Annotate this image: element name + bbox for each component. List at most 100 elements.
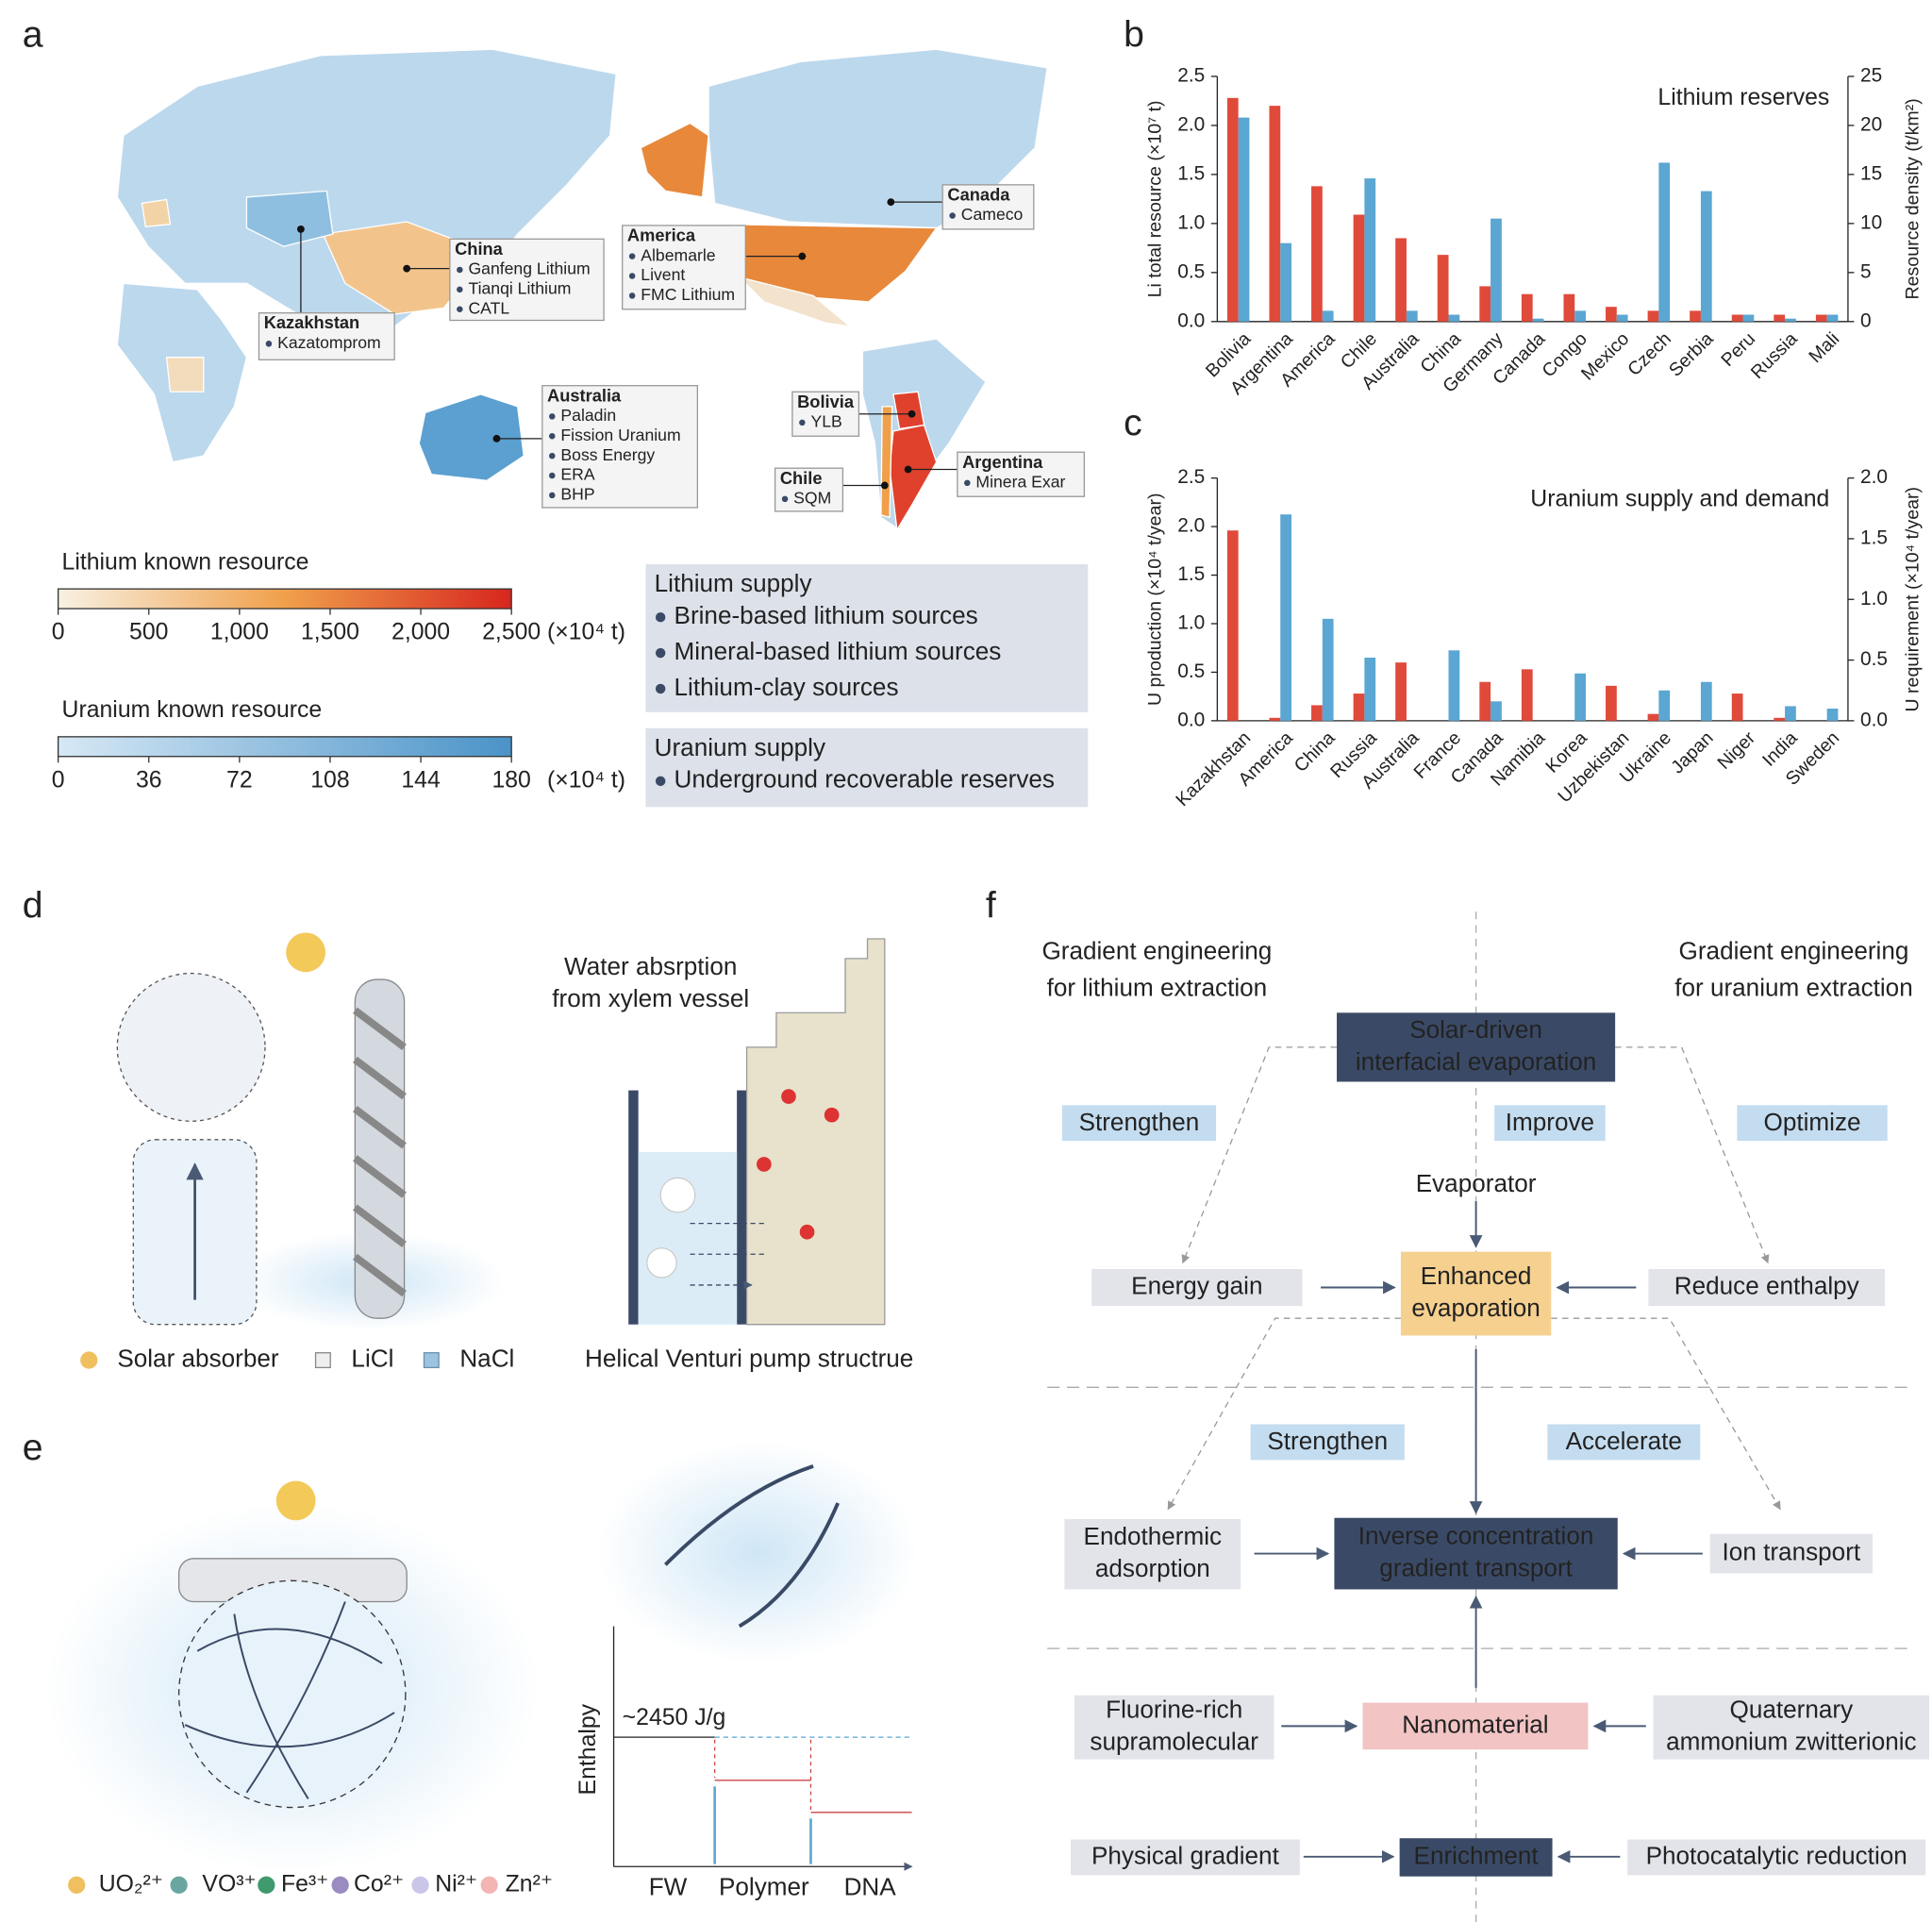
callout-dot xyxy=(880,481,889,490)
illustration-e xyxy=(177,1579,407,1809)
illustration-e xyxy=(258,1876,275,1894)
bar xyxy=(1479,681,1491,721)
bullet xyxy=(628,253,636,259)
callout-country: Canada xyxy=(947,184,1010,204)
supply-box xyxy=(645,727,1089,808)
node-label: Physical gradient xyxy=(1091,1841,1280,1869)
scale-tick-label: 0 xyxy=(52,620,65,645)
bullet xyxy=(548,492,556,499)
callout-dot xyxy=(798,252,807,260)
bar xyxy=(1269,106,1281,322)
bar xyxy=(1826,314,1839,322)
y-tick-label: 1.5 xyxy=(1177,162,1205,184)
bar xyxy=(1700,191,1712,322)
bar xyxy=(1479,286,1491,322)
x-tick-label: Mexico xyxy=(1577,328,1633,384)
illustration-e xyxy=(331,1876,349,1894)
y-tick-label: 2.5 xyxy=(1177,64,1205,86)
flow-node xyxy=(1334,1517,1618,1590)
callout-item: Paladin xyxy=(560,406,616,425)
illustration-d xyxy=(80,932,886,1369)
illustration-e xyxy=(68,1876,86,1894)
flow-node xyxy=(1091,1268,1303,1307)
action-label: Improve xyxy=(1506,1108,1594,1136)
bar xyxy=(1606,685,1617,721)
callout-item: BHP xyxy=(560,485,594,504)
world-map xyxy=(418,393,525,481)
action-box xyxy=(1250,1424,1405,1461)
y2-tick-label: 0 xyxy=(1860,309,1872,331)
node-label: Energy gain xyxy=(1131,1271,1262,1299)
legend-label: NaCl xyxy=(459,1344,514,1372)
node-label: Nanomaterial xyxy=(1402,1710,1548,1738)
bar xyxy=(1364,657,1376,721)
flow-lines xyxy=(1181,1046,1338,1264)
bullet xyxy=(655,611,666,623)
y-tick-label: 2.5 xyxy=(1177,466,1205,488)
bar xyxy=(1322,310,1334,322)
bar xyxy=(1364,178,1376,322)
node-label: supramolecular xyxy=(1090,1728,1258,1756)
world-map xyxy=(165,357,205,393)
bar xyxy=(1690,310,1701,322)
y-tick-label: 2.0 xyxy=(1177,113,1205,135)
flow-node xyxy=(1648,1268,1886,1307)
bullet xyxy=(548,432,556,440)
bullet xyxy=(964,479,971,487)
node-label: Fluorine-rich xyxy=(1106,1696,1242,1724)
chart-title: Lithium reserves xyxy=(1657,85,1829,110)
illustration-d xyxy=(314,1352,331,1369)
action-box xyxy=(1547,1424,1701,1461)
supply-item: Lithium-clay sources xyxy=(675,673,899,701)
supply-item: Underground recoverable reserves xyxy=(675,765,1055,794)
legend-label: Solar absorber xyxy=(117,1344,279,1372)
callout-box xyxy=(622,225,746,310)
action-box xyxy=(1061,1105,1217,1142)
world-map xyxy=(245,190,334,247)
bar xyxy=(1731,694,1743,721)
illustration-d xyxy=(757,1157,772,1172)
bar xyxy=(1785,318,1796,322)
world-map xyxy=(892,391,925,430)
node-label: Reduce enthalpy xyxy=(1674,1271,1859,1299)
world-map xyxy=(880,406,893,519)
annotation: ~2450 J/g xyxy=(623,1705,726,1730)
bar xyxy=(1647,713,1659,721)
node-label: Quaternary xyxy=(1730,1696,1854,1724)
bullet xyxy=(265,341,273,347)
bar xyxy=(1826,709,1839,721)
scale-tick-label: 36 xyxy=(136,767,162,793)
callout-item: ERA xyxy=(560,465,594,484)
callout-item: Fission Uranium xyxy=(560,426,680,444)
x-tick-label: Serbia xyxy=(1665,328,1718,381)
illustration-d xyxy=(80,1351,98,1369)
bar xyxy=(1269,717,1281,721)
scale-tick-label: 1,000 xyxy=(210,620,269,645)
node-label: gradient transport xyxy=(1379,1553,1573,1581)
scale-title: Lithium known resource xyxy=(62,549,309,575)
legend-label: Zn²⁺ xyxy=(506,1871,553,1897)
y2-axis-label: Resource density (t/km²) xyxy=(1902,98,1923,299)
bar xyxy=(1491,701,1502,721)
bar xyxy=(1395,238,1407,322)
scale-tick-label: 72 xyxy=(226,767,253,793)
y2-tick-label: 5 xyxy=(1860,260,1872,282)
scale-tick-label: 180 xyxy=(491,767,530,793)
node-label: ammonium zwitterionic xyxy=(1666,1728,1917,1756)
y-tick-label: 0.0 xyxy=(1177,709,1205,730)
callout-box xyxy=(774,467,844,512)
panel-label: f xyxy=(986,886,996,927)
illustration-d xyxy=(781,1089,796,1104)
illustration-d xyxy=(116,972,266,1122)
y2-tick-label: 15 xyxy=(1860,162,1882,184)
scale-tick-label: 500 xyxy=(129,620,168,645)
callout-dot xyxy=(887,198,895,207)
callout-item: SQM xyxy=(793,488,831,507)
bar xyxy=(1532,318,1544,322)
x-tick-label: Russia xyxy=(1747,328,1802,383)
legend-label: UO₂²⁺ xyxy=(99,1871,163,1897)
chart-title: Uranium supply and demand xyxy=(1530,487,1829,512)
panel-label: d xyxy=(23,886,43,927)
bullet xyxy=(655,647,666,659)
